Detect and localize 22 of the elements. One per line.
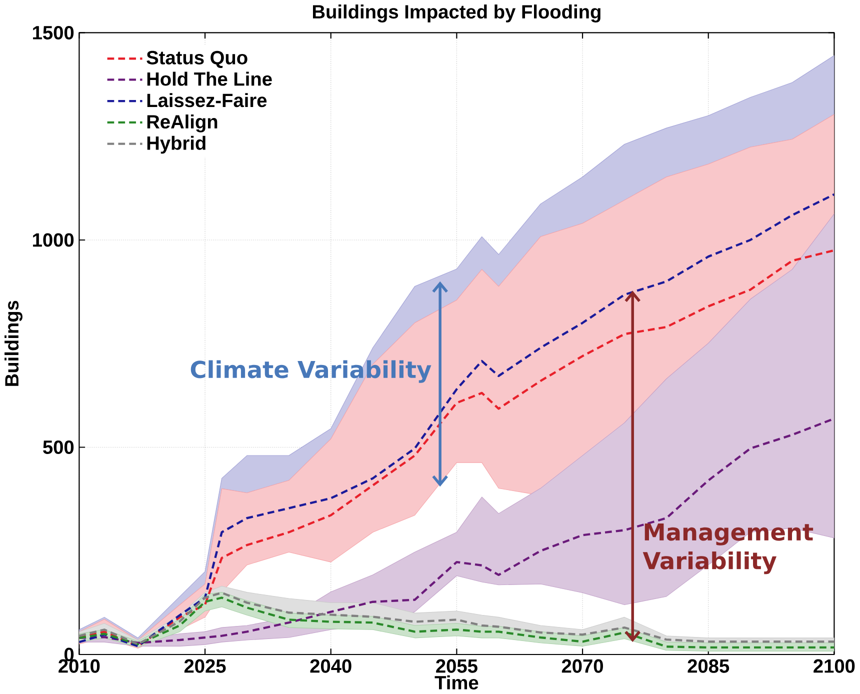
line-series [79,418,834,644]
x-axis-title: Time [434,675,478,690]
y-tick-label: 1500 [33,26,74,40]
annotation: Management Variability [642,523,814,574]
legend-label: Hold The Line [147,72,272,86]
y-tick-label: 1000 [33,233,74,247]
x-tick-label: 2010 [58,659,100,673]
chart-title: Buildings Impacted by Flooding [312,4,600,22]
x-tick-label: 2040 [310,659,352,673]
y-tick-label: 0 [64,648,74,662]
x-tick-label: 2070 [562,659,603,673]
x-tick-label: 2085 [688,659,730,673]
annotation: Climate Variability [190,360,432,383]
legend-label: Hybrid [147,136,206,154]
legend-label: Laissez-Faire [147,93,267,108]
x-tick-label: 2055 [436,659,478,673]
legend-label: Status Quo [146,50,248,68]
x-tick-label: 2100 [814,659,855,673]
y-tick-label: 500 [43,440,74,454]
legend-label: ReAlign [147,114,218,132]
x-tick-label: 2025 [184,659,226,673]
y-axis-title: Buildings [4,300,22,386]
